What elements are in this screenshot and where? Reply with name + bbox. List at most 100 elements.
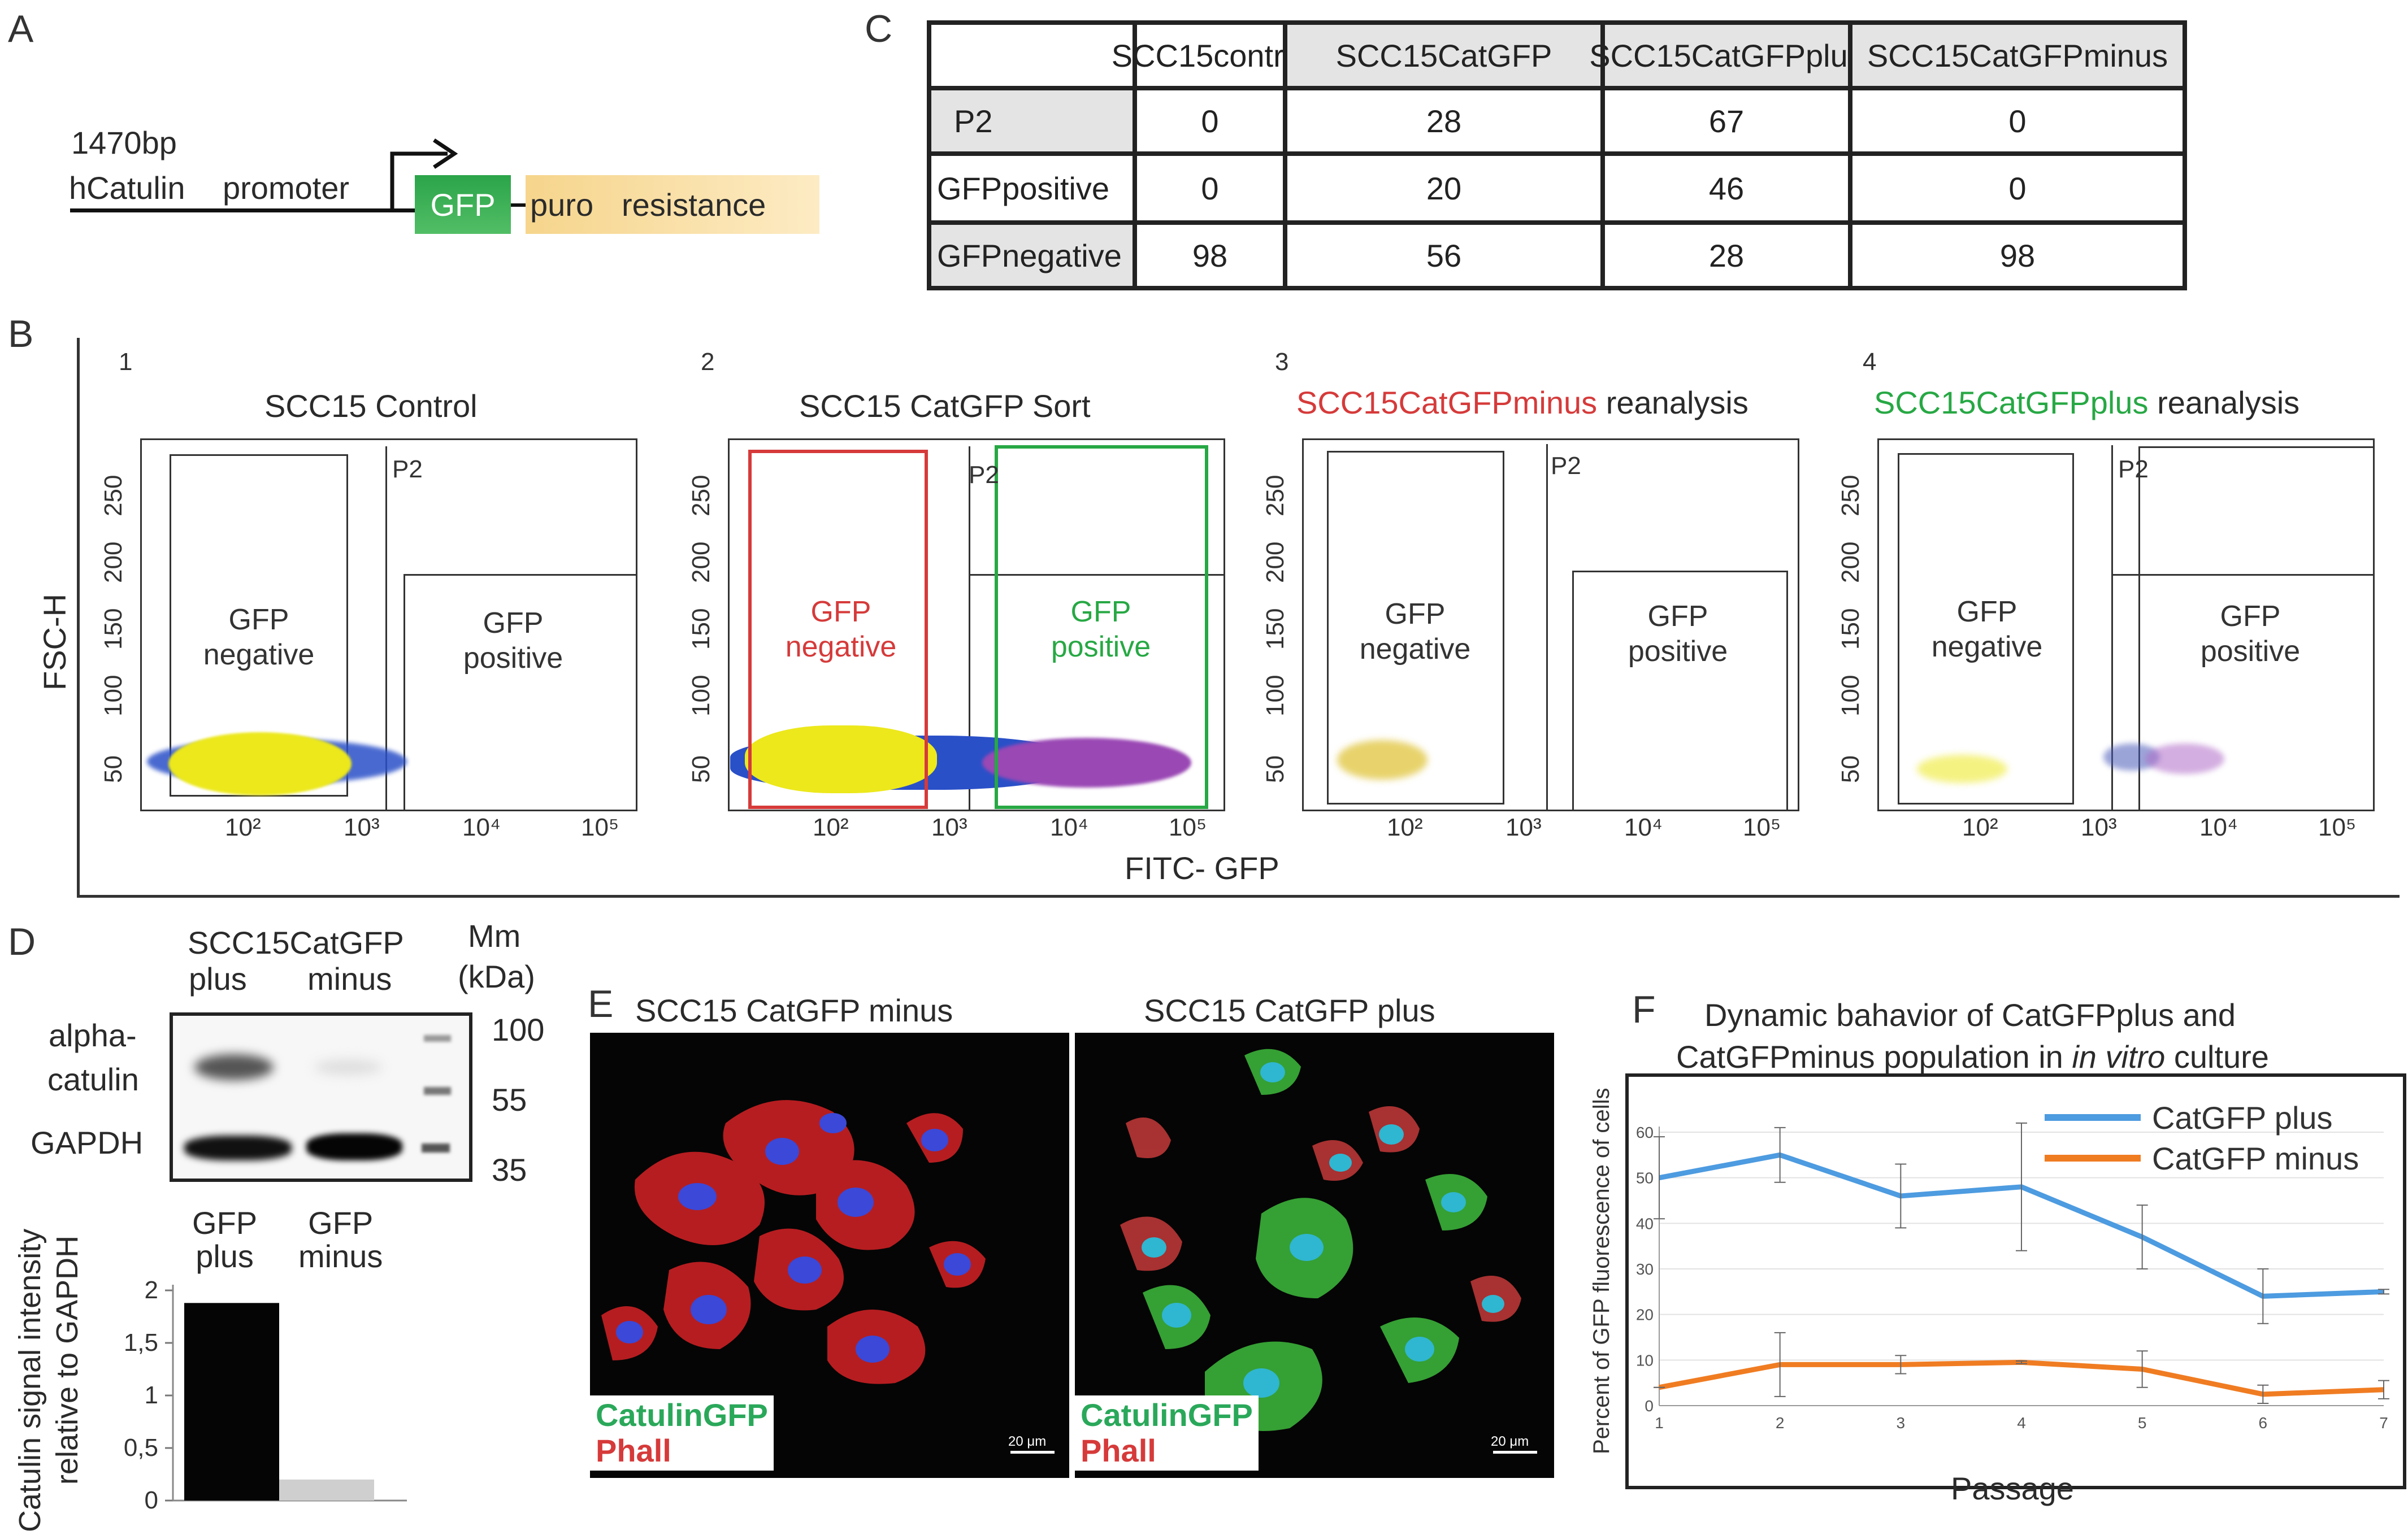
table-header-cell: SCC15CatGFPminus [1848,20,2187,90]
flow-y-tick: 200 [1261,541,1289,583]
p2-label: P2 [2118,455,2149,483]
table-row-label: GFPnegative [927,220,1137,290]
bar-header-plus-2: plus [196,1238,254,1274]
legend-label: CatGFP minus [2152,1141,2359,1176]
flow-y-tick: 150 [1261,608,1289,650]
flow-y-tick: 250 [687,475,715,516]
gfp-positive-gate [403,574,637,811]
flow-y-tick: 250 [1837,475,1864,516]
flow-plot-title-suffix: reanalysis [1597,385,1748,420]
positive-word: positive [1628,635,1728,668]
negative-word: negative [785,630,897,664]
bar-header-minus: GFP minus [298,1206,383,1273]
p2-gate [385,446,387,811]
flow-x-tick: 10⁵ [2318,814,2357,841]
catulin-gfp-label: CatulinGFP [596,1397,768,1433]
y-tick-label: 10 [1636,1351,1654,1369]
gapdh-band-plus [184,1136,292,1160]
gfp-positive-gate [1572,571,1788,811]
line-chart-y-label: Percent of GFP fluorescence of cells [1589,1088,1614,1454]
table-cell: 67 [1600,86,1852,156]
gfp-word: GFP [1070,595,1131,628]
event-cloud-yellow [168,732,352,795]
p2-label: P2 [392,455,423,483]
flow-x-tick: 10⁵ [581,814,619,841]
gfp-dynamics-line-chart: 0 10 20 30 40 50 60 1 2 3 4 5 6 7 CatGFP plus CatGFP mi… [1636,1100,2389,1432]
line-chart-x-label: Passage [1951,1471,2074,1506]
bar-y-tick-label: 1 [145,1381,158,1409]
scale-bar-right [1493,1451,1537,1454]
flow-y-tick: 50 [687,755,715,783]
p2-gate [2111,445,2113,811]
marker-band-35 [422,1143,450,1153]
flow-plot-title-suffix: reanalysis [2148,385,2300,420]
flow-y-tick: 250 [1261,475,1289,516]
sort-positive-gate [995,445,1208,809]
marker-35: 35 [492,1152,527,1188]
gfp-word: GFP [1647,600,1708,633]
table-cell: 0 [1848,151,2187,225]
flow-x-tick: 10³ [2081,814,2117,841]
flow-y-tick: 50 [1837,755,1864,783]
flow-y-tick: 100 [687,675,715,716]
catulin-band-minus [314,1060,382,1075]
flow-x-tick: 10⁵ [1169,814,1207,841]
flow-x-tick: 10² [813,814,849,841]
panel-label-e: E [588,982,614,1025]
gfp-positive-gate [2138,446,2375,811]
micro-title-left: SCC15 CatGFP minus [635,993,953,1028]
panel-b-frame-left [77,338,80,897]
bar [184,1303,279,1501]
phall-label: Phall [1081,1432,1156,1468]
gfp-negative-label: GFP negative [1330,597,1500,667]
scale-bar-left [1010,1451,1055,1454]
micro-title-right: SCC15 CatGFP plus [1144,993,1435,1028]
flow-y-tick: 50 [1261,755,1289,783]
table-cell: 28 [1600,220,1852,290]
phall-label: Phall [596,1432,671,1468]
x-tick-label: 3 [1897,1414,1906,1432]
blot-gapdh-label: GAPDH [31,1125,144,1160]
flow-plot-title: SCC15CatGFPplus reanalysis [1874,384,2299,421]
scale-label-right: 20 μm [1491,1434,1529,1449]
gfp-positive-label: GFP positive [999,594,1203,665]
catulin-bar-chart: 2 1,5 1 0,5 0 [124,1276,407,1514]
line-chart-title-2: CatGFPminus population in in vitro cultu… [1676,1038,2269,1075]
x-tick-label: 1 [1655,1414,1664,1432]
table-cell: 0 [1133,86,1287,156]
positive-word: positive [463,642,563,675]
table-corner-cell [927,20,1137,90]
flow-y-tick: 200 [99,541,127,583]
blot-kda-label: (kDa) [458,959,535,994]
event-cloud-yellow [1917,755,2007,783]
cell-staining-minus [601,1100,986,1384]
table-cell: 20 [1283,151,1605,225]
flow-x-tick: 10³ [344,814,380,841]
flow-y-tick: 200 [687,541,715,583]
plot-frame [1302,438,1799,811]
blot-header: SCC15CatGFP [188,925,404,960]
gfp-negative-label: GFP negative [1902,594,2072,665]
flow-x-tick: 10² [1387,814,1423,841]
event-cloud-purple [982,738,1191,788]
table-cell: 28 [1283,86,1605,156]
plot-frame [728,438,1225,811]
scale-label-left: 20 μm [1008,1434,1047,1449]
catulin-gfp-label: CatulinGFP [1081,1397,1253,1433]
negative-word: negative [203,638,315,672]
marker-55: 55 [492,1082,527,1117]
bar-y-tick-label: 0 [145,1486,158,1514]
linker-line [511,203,526,207]
flow-y-tick: 150 [1837,608,1864,650]
flow-plot-index: 4 [1863,348,1877,376]
p2-gate-top [969,574,1225,576]
flow-y-tick: 100 [99,675,127,716]
flow-x-tick: 10⁵ [1743,814,1781,841]
bar-header-plus-1: GFP [192,1205,258,1241]
bar-header-plus: GFP plus [192,1205,258,1274]
gfp-word: GFP [810,595,871,628]
negative-word: negative [1359,633,1471,666]
x-tick-label: 5 [2138,1414,2147,1432]
bar-y-tick-label: 0,5 [124,1434,158,1462]
gfp-word: GFP [228,603,289,636]
